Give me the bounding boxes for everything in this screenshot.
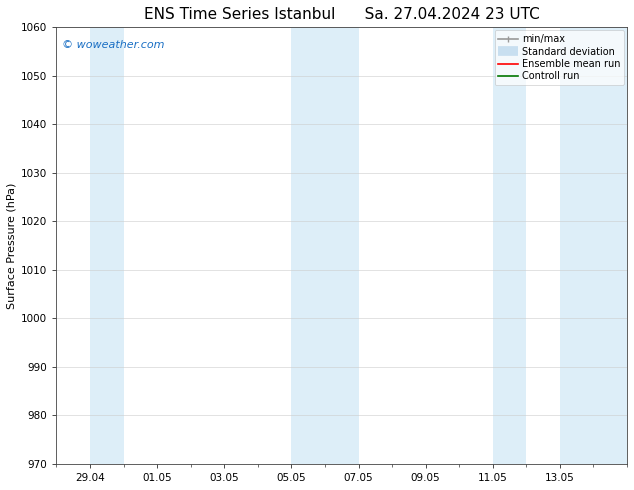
Bar (560, 27, 627, 464)
Title: ENS Time Series Istanbul      Sa. 27.04.2024 23 UTC: ENS Time Series Istanbul Sa. 27.04.2024 … (144, 7, 540, 22)
Text: © woweather.com: © woweather.com (62, 40, 165, 50)
Bar (90, 27, 124, 464)
Bar (493, 27, 526, 464)
Bar (292, 27, 358, 464)
Y-axis label: Surface Pressure (hPa): Surface Pressure (hPa) (7, 182, 17, 309)
Legend: min/max, Standard deviation, Ensemble mean run, Controll run: min/max, Standard deviation, Ensemble me… (495, 30, 624, 85)
